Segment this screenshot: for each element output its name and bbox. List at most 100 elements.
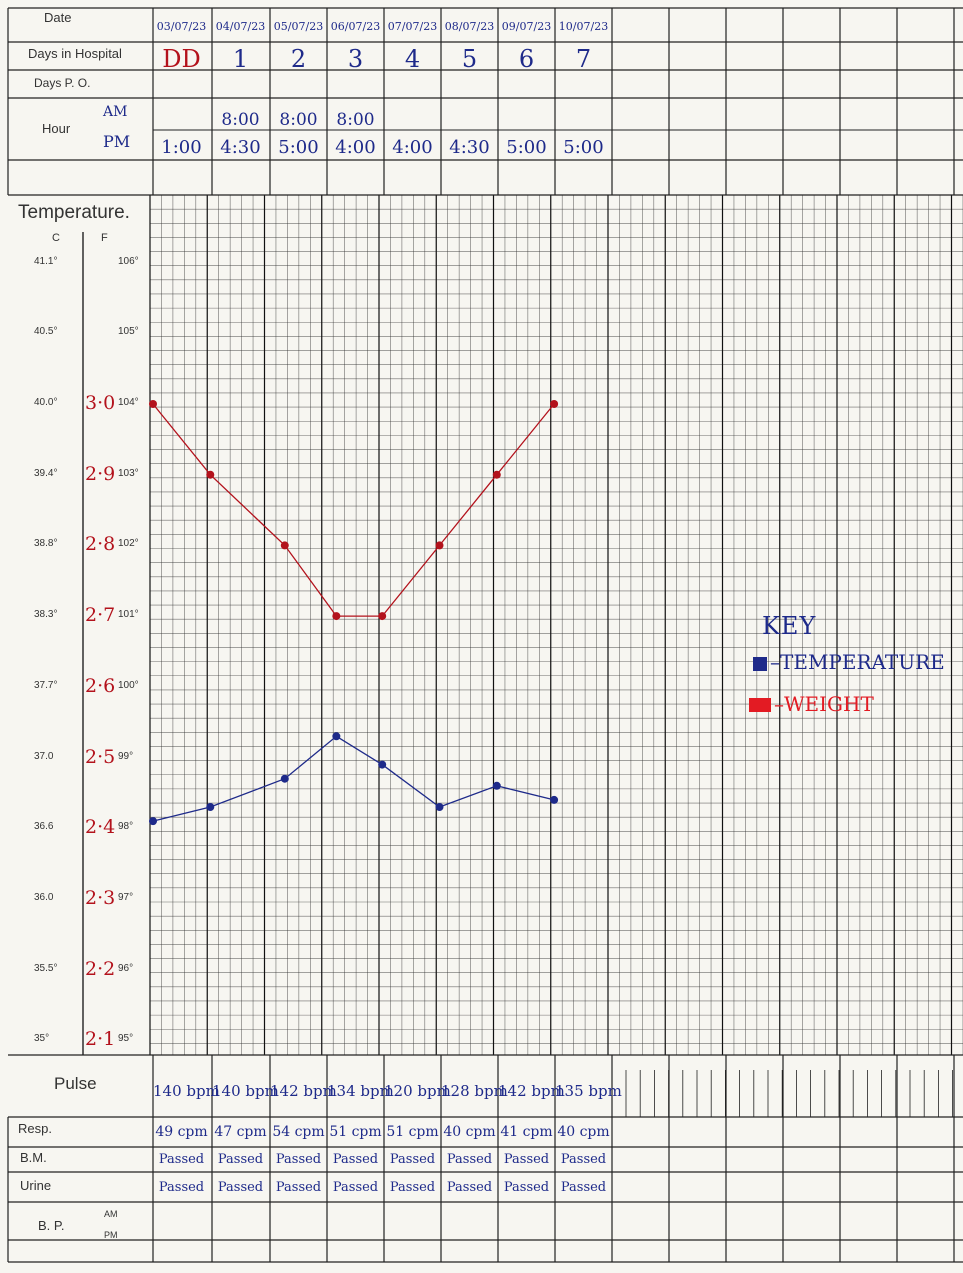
day-cell: DD — [162, 45, 201, 73]
date-label: Date — [44, 10, 72, 25]
resp-cell: 47 cpm — [214, 1124, 267, 1140]
weight-tick-label: 2·2 — [85, 957, 116, 980]
data-point-temperature — [550, 795, 559, 804]
fahrenheit-tick-label: 101° — [118, 609, 139, 621]
bm-cell: Passed — [275, 1152, 322, 1167]
data-point-weight — [550, 400, 559, 408]
date-cell: 04/07/23 — [215, 20, 266, 33]
urine-cell: Passed — [560, 1180, 607, 1195]
bm-label: B.M. — [20, 1150, 47, 1165]
urine-label: Urine — [20, 1178, 52, 1193]
days-in-hospital-label: Days in Hospital — [28, 46, 122, 61]
fahrenheit-tick-label: 105° — [118, 326, 139, 338]
pulse-cell: 134 bpm — [327, 1082, 394, 1100]
weight-tick-label: 3·0 — [85, 392, 116, 414]
day-cell: 4 — [404, 45, 421, 73]
urine-cell: Passed — [158, 1180, 205, 1195]
pm-hour-cell: 4:30 — [449, 137, 490, 158]
resp-cell: 49 cpm — [155, 1124, 208, 1140]
pulse-cell: 142 bpm — [270, 1082, 337, 1100]
pulse-label: Pulse — [54, 1074, 97, 1093]
resp-cell: 51 cpm — [329, 1124, 382, 1140]
pulse-cell: 142 bpm — [498, 1082, 565, 1100]
weight-series — [149, 400, 559, 621]
fahrenheit-tick-label: 96° — [118, 962, 134, 974]
am-hour-cell: 8:00 — [279, 110, 318, 130]
temperature-series — [149, 732, 559, 826]
weight-tick-label: 2·3 — [85, 886, 116, 909]
pm-label: PM — [103, 132, 131, 151]
weight-tick-label: 2·1 — [85, 1028, 116, 1051]
pulse-cell: 140 bpm — [212, 1082, 279, 1100]
data-point-weight — [378, 612, 387, 621]
pm-hour-cell: 4:30 — [220, 137, 261, 158]
celsius-tick-label: 36.0 — [34, 891, 54, 903]
hour-label: Hour — [42, 121, 71, 136]
fahrenheit-tick-label: 97° — [118, 891, 134, 903]
resp-cell: 40 cpm — [557, 1124, 610, 1140]
pm-hour-cell: 1:00 — [161, 137, 202, 158]
resp-cell: 51 cpm — [386, 1124, 439, 1140]
celsius-tick-label: 40.5° — [34, 326, 58, 338]
fahrenheit-tick-label: 100° — [118, 679, 139, 691]
celsius-tick-label: 35° — [34, 1033, 50, 1045]
resp-label: Resp. — [18, 1121, 52, 1136]
bp-label: B. P. — [38, 1218, 65, 1233]
date-cell: 07/07/23 — [387, 20, 438, 33]
bp-pm-label: PM — [104, 1230, 118, 1240]
celsius-tick-label: 38.3° — [34, 609, 58, 621]
fahrenheit-tick-label: 98° — [118, 821, 134, 833]
day-cell: 6 — [518, 45, 535, 73]
bm-cell: Passed — [217, 1152, 264, 1167]
day-cell: 1 — [232, 45, 249, 73]
key-temperature-label: –TEMPERATURE — [770, 650, 945, 674]
celsius-tick-label: 38.8° — [34, 538, 58, 550]
pulse-cell: 140 bpm — [153, 1082, 220, 1100]
data-point-temperature — [332, 732, 341, 741]
am-label: AM — [103, 104, 128, 120]
bm-cell: Passed — [560, 1152, 607, 1167]
celsius-tick-label: 37.0 — [34, 750, 54, 762]
weight-tick-label: 2·9 — [85, 462, 116, 485]
key-title: KEY — [762, 612, 817, 640]
bm-cell: Passed — [389, 1152, 436, 1167]
weight-tick-label: 2·8 — [85, 533, 116, 556]
days-po-label: Days P. O. — [34, 76, 91, 90]
urine-cell: Passed — [446, 1180, 493, 1195]
urine-cell: Passed — [332, 1180, 379, 1195]
celsius-tick-label: 41.1° — [34, 255, 58, 267]
data-point-weight — [280, 541, 289, 550]
chart-grid — [82, 194, 963, 1055]
data-point-temperature — [280, 774, 289, 783]
pulse-cell: 120 bpm — [384, 1082, 451, 1100]
key-weight-label: –WEIGHT — [774, 692, 874, 716]
pulse-cell: 135 bpm — [555, 1082, 622, 1100]
celsius-header: C — [52, 232, 60, 244]
fahrenheit-tick-label: 102° — [118, 538, 139, 550]
urine-cell: Passed — [217, 1180, 264, 1195]
table-rows — [7, 7, 963, 1263]
temperature-label: Temperature. — [18, 202, 130, 223]
data-point-weight — [206, 470, 215, 479]
pm-hour-cell: 5:00 — [563, 137, 604, 158]
pulse-cell: 128 bpm — [441, 1082, 508, 1100]
date-cell: 08/07/23 — [444, 20, 495, 33]
pm-hour-cell: 5:00 — [278, 137, 319, 158]
series-line-temperature — [152, 735, 555, 822]
fahrenheit-header: F — [101, 232, 108, 244]
celsius-tick-label: 36.6 — [34, 821, 54, 833]
resp-cell: 40 cpm — [443, 1124, 496, 1140]
data-point-temperature — [492, 781, 501, 790]
bm-cell: Passed — [332, 1152, 379, 1167]
bp-am-label: AM — [104, 1209, 118, 1219]
bm-cell: Passed — [158, 1152, 205, 1167]
data-point-weight — [149, 400, 157, 408]
urine-cell: Passed — [275, 1180, 322, 1195]
celsius-tick-label: 35.5° — [34, 962, 58, 974]
day-cell: 2 — [290, 45, 307, 73]
data-point-temperature — [206, 802, 215, 811]
data-point-weight — [492, 470, 501, 479]
day-cell: 5 — [461, 45, 478, 73]
date-cell: 03/07/23 — [156, 20, 207, 33]
